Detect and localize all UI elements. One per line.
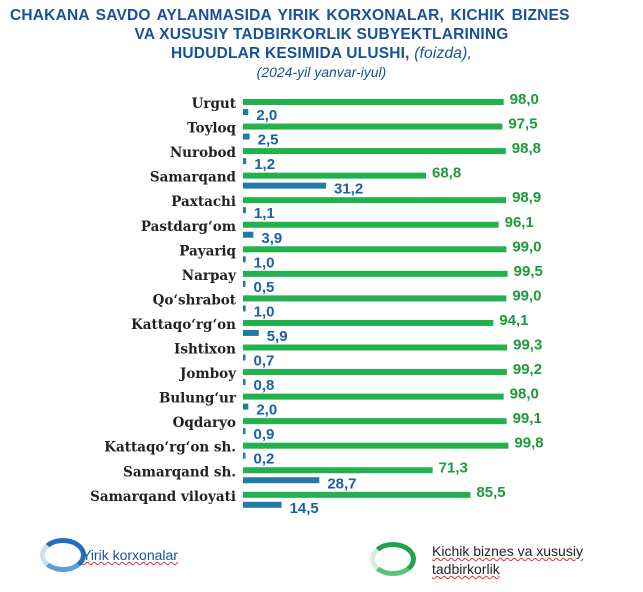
data-label-green: 99,8 (514, 435, 543, 452)
bar-small-share-blue (243, 501, 282, 508)
data-label-blue: 1,2 (254, 156, 275, 173)
title-line-2: VA XUSUSIY TADBIRKORLIK SUBYEKTLARINING (134, 26, 509, 43)
legend-item-small: Kichik biznes va xususiy tadbirkorlik (370, 542, 632, 578)
bar-small-share-blue (243, 133, 250, 140)
bar-small-share-blue (243, 305, 246, 312)
chart-title: CHAKANA SAVDO AYLANMASIDA YIRIK KORXONAL… (0, 6, 643, 81)
data-label-green: 68,8 (432, 165, 461, 182)
data-label-green: 85,5 (476, 484, 505, 501)
data-label-green: 99,5 (514, 263, 543, 280)
legend-green-ring-icon (370, 542, 416, 576)
data-label-green: 99,1 (513, 410, 542, 427)
bar-large-share-green (243, 221, 499, 228)
legend-small-label: Kichik biznes va xususiy tadbirkorlik (432, 543, 583, 577)
title-period: (2024-yil yanvar-iyul) (256, 64, 387, 80)
bar-large-share-green (243, 148, 506, 155)
data-label-blue: 1,0 (254, 303, 275, 320)
data-label-blue: 0,9 (254, 426, 275, 443)
data-label-blue: 31,2 (334, 181, 363, 198)
category-label: Payariq (179, 243, 236, 259)
category-label: Samarqand viloyati (90, 489, 236, 505)
bar-chart: Urgut 98,0 2,0 Toyloq 97,5 2,5 Nurobod 98,8 1,2 S… (90, 91, 544, 517)
data-label-blue: 3,9 (261, 230, 282, 247)
category-label: Kattaqo‘rg‘on (131, 317, 236, 333)
data-label-green: 98,8 (512, 140, 541, 157)
data-label-green: 99,2 (513, 361, 542, 378)
bar-large-share-green (243, 467, 433, 474)
bar-large-share-green (243, 369, 507, 376)
bar-small-share-blue (243, 329, 259, 336)
category-label: Qo‘shrabot (153, 292, 237, 308)
bar-large-share-green (243, 418, 507, 425)
data-label-green: 71,3 (439, 459, 468, 476)
bar-large-share-green (243, 99, 504, 105)
category-label: Samarqand sh. (123, 464, 236, 480)
title-line-1: CHAKANA SAVDO AYLANMASIDA YIRIK KORXONAL… (10, 7, 570, 24)
title-line-3: HUDUDLAR KESIMIDA ULUSHI, (foizda), (0, 44, 643, 63)
data-label-blue: 0,5 (254, 279, 275, 296)
bar-small-share-blue (243, 452, 246, 459)
data-label-green: 98,9 (512, 189, 541, 206)
bar-large-share-green (243, 172, 427, 179)
data-label-blue: 2,0 (256, 107, 277, 124)
data-label-green: 99,0 (512, 287, 541, 304)
category-label: Ishtixon (174, 342, 236, 358)
bar-small-share-blue (243, 379, 246, 386)
bar-large-share-green (243, 123, 503, 130)
data-label-green: 98,0 (510, 386, 539, 403)
data-label-green: 99,0 (512, 238, 541, 255)
legend-blue-ring-icon (40, 538, 86, 572)
bar-small-share-blue (243, 428, 246, 435)
data-label-blue: 1,1 (254, 205, 275, 222)
data-label-blue: 0,2 (254, 451, 275, 468)
data-label-blue: 0,7 (254, 353, 275, 370)
data-label-blue: 2,5 (258, 132, 279, 149)
bar-large-share-green (243, 246, 507, 253)
data-label-green: 94,1 (499, 312, 528, 329)
category-label: Nurobod (170, 145, 237, 161)
title-line-3-text: HUDUDLAR KESIMIDA ULUSHI, (171, 45, 410, 62)
bar-small-share-blue (243, 158, 247, 165)
bar-large-share-green (243, 491, 471, 498)
category-label: Toyloq (187, 121, 236, 137)
category-label: Pastdarg‘om (141, 219, 236, 235)
bar-large-share-green (243, 393, 504, 400)
bar-small-share-blue (243, 182, 326, 189)
category-label: Samarqand (150, 170, 237, 186)
category-label: Oqdaryo (173, 415, 236, 431)
category-label: Kattaqo‘rg‘on sh. (104, 440, 236, 456)
bar-small-share-blue (243, 403, 249, 410)
category-label: Narpay (182, 268, 237, 284)
bar-small-share-blue (243, 354, 246, 361)
legend-item-large: Yirik korxonalar (40, 538, 178, 572)
data-label-blue: 2,0 (256, 402, 277, 419)
category-label: Jomboy (179, 366, 237, 382)
legend-large-label: Yirik korxonalar (82, 547, 178, 563)
bar-large-share-green (243, 319, 494, 326)
bar-small-share-blue (243, 109, 249, 115)
bar-large-share-green (243, 197, 507, 204)
bar-large-share-green (243, 344, 508, 351)
data-label-green: 99,3 (513, 337, 542, 354)
bar-small-share-blue (243, 256, 246, 263)
data-label-green: 96,1 (505, 214, 534, 231)
category-label: Bulung‘ur (159, 391, 237, 407)
bar-small-share-blue (243, 207, 246, 214)
data-label-blue: 1,0 (254, 254, 275, 271)
data-label-blue: 5,9 (267, 328, 288, 345)
bar-small-share-blue (243, 280, 246, 287)
data-label-blue: 0,8 (254, 377, 275, 394)
data-label-green: 98,0 (510, 91, 539, 108)
data-label-blue: 28,7 (327, 475, 356, 492)
data-label-green: 97,5 (508, 116, 537, 133)
data-label-blue: 14,5 (290, 500, 319, 517)
bar-small-share-blue (243, 477, 320, 484)
category-label: Paxtachi (171, 194, 236, 210)
category-label: Urgut (192, 96, 237, 112)
bar-large-share-green (243, 442, 509, 449)
bar-large-share-green (243, 295, 507, 302)
title-unit: (foizda), (414, 45, 472, 62)
bar-large-share-green (243, 270, 508, 277)
bar-small-share-blue (243, 231, 254, 238)
